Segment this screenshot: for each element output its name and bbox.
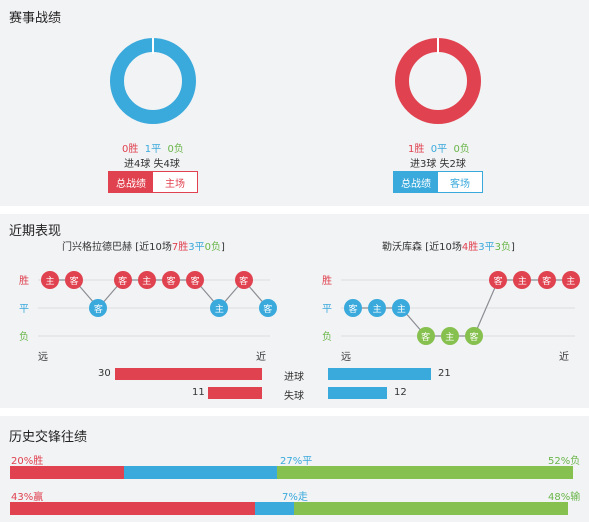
stats-title: 赛事战绩 — [9, 11, 62, 26]
home-losses: 0负 — [167, 144, 184, 155]
form-marker-w: 客 — [65, 271, 84, 289]
form-marker-d: 客 — [344, 299, 362, 317]
h2h-handicap-loss-text: 48%输 — [548, 492, 581, 503]
form-marker-w: 主 — [561, 271, 580, 289]
home-draws: 1平 — [144, 144, 162, 155]
form-marker-d: 主 — [392, 299, 411, 317]
tab-home-venue[interactable]: 主场 — [153, 172, 197, 192]
form-marker-l: 客 — [416, 327, 435, 345]
form-marker-d: 客 — [89, 299, 108, 317]
home-record: 0胜 1平 0负 — [122, 140, 184, 155]
home-draw-label: 平 — [19, 304, 29, 315]
form-marker-w: 客 — [186, 271, 205, 289]
goals-against-label: 失球 — [284, 391, 304, 402]
away-record: 1胜 0平 0负 — [408, 140, 470, 155]
h2h-title: 历史交锋往绩 — [9, 430, 88, 445]
h2h-draw-segment — [123, 466, 278, 479]
away-win-label: 胜 — [322, 276, 332, 287]
form-marker-w: 客 — [234, 271, 253, 289]
tab-home-overall[interactable]: 总战绩 — [109, 172, 153, 192]
form-marker-w: 客 — [113, 271, 132, 289]
form-marker-w: 客 — [537, 271, 556, 289]
away-near-label: 近 — [559, 352, 569, 363]
tab-away-overall[interactable]: 总战绩 — [394, 172, 438, 192]
away-donut-chart — [395, 38, 481, 124]
h2h-handicap-loss-segment — [294, 502, 568, 515]
home-goals-for-value: 30 — [98, 368, 111, 379]
away-goals-for-value: 21 — [438, 368, 451, 379]
h2h-handicap-push-text: 7%走 — [282, 492, 308, 503]
home-tabs: 总战绩 主场 — [108, 171, 198, 193]
home-wins: 0胜 — [122, 144, 139, 155]
h2h-draw-text: 27%平 — [280, 456, 313, 467]
form-marker-d: 主 — [368, 299, 387, 317]
h2h-panel: 历史交锋往绩 20%胜 27%平 52%负 43%赢 7%走 48%输 — [0, 416, 589, 522]
form-marker-w: 主 — [137, 271, 156, 289]
home-recent-summary: 门兴格拉德巴赫 [近10场7胜3平0负] — [62, 242, 225, 253]
away-draw-label: 平 — [322, 304, 332, 315]
away-goals-against-value: 12 — [394, 387, 407, 398]
away-team-name: 勒沃库森 — [382, 242, 422, 253]
form-marker-l: 客 — [465, 327, 483, 345]
form-marker-w: 客 — [162, 271, 180, 289]
form-marker-w: 主 — [513, 271, 532, 289]
goals-for-label: 进球 — [284, 372, 304, 383]
home-loss-label: 负 — [19, 332, 29, 343]
h2h-result-bar — [10, 466, 579, 479]
form-marker-d: 客 — [258, 299, 277, 317]
h2h-handicap-push-segment — [254, 502, 295, 515]
form-line-segment — [473, 279, 499, 337]
home-goals-for-bar — [115, 368, 262, 380]
h2h-handicap-win-segment — [10, 502, 255, 515]
home-team-name: 门兴格拉德巴赫 — [62, 242, 132, 253]
h2h-win-segment — [10, 466, 124, 479]
form-marker-d: 主 — [210, 299, 229, 317]
away-tabs: 总战绩 客场 — [393, 171, 483, 193]
tab-away-venue[interactable]: 客场 — [438, 172, 482, 192]
stats-panel: 赛事战绩 0胜 1平 0负 进4球 失4球 总战绩 主场 1胜 0平 0负 进3… — [0, 0, 589, 206]
home-donut-chart — [110, 38, 196, 124]
home-win-label: 胜 — [19, 276, 29, 287]
away-loss-label: 负 — [322, 332, 332, 343]
away-goals-for-bar — [328, 368, 431, 380]
away-goals: 进3球 失2球 — [410, 159, 466, 170]
h2h-loss-segment — [277, 466, 574, 479]
h2h-loss-text: 52%负 — [548, 456, 581, 467]
away-draws: 0平 — [430, 144, 448, 155]
home-near-label: 近 — [256, 352, 266, 363]
h2h-handicap-win-text: 43%赢 — [11, 492, 44, 503]
recent-panel: 近期表现 门兴格拉德巴赫 [近10场7胜3平0负] 勒沃库森 [近10场4胜3平… — [0, 214, 589, 408]
away-far-label: 远 — [341, 352, 351, 363]
form-marker-l: 主 — [440, 327, 459, 345]
home-goals-against-bar — [208, 387, 262, 399]
away-wins: 1胜 — [408, 144, 425, 155]
form-marker-w: 主 — [41, 271, 59, 289]
away-goals-against-bar — [328, 387, 387, 399]
home-goals-against-value: 11 — [192, 387, 205, 398]
h2h-handicap-bar — [10, 502, 579, 515]
away-recent-summary: 勒沃库森 [近10场4胜3平3负] — [382, 242, 515, 253]
away-losses: 0负 — [453, 144, 470, 155]
home-far-label: 远 — [38, 352, 48, 363]
recent-title: 近期表现 — [9, 224, 62, 239]
h2h-win-text: 20%胜 — [11, 456, 44, 467]
home-goals: 进4球 失4球 — [124, 159, 180, 170]
form-marker-w: 客 — [489, 271, 508, 289]
